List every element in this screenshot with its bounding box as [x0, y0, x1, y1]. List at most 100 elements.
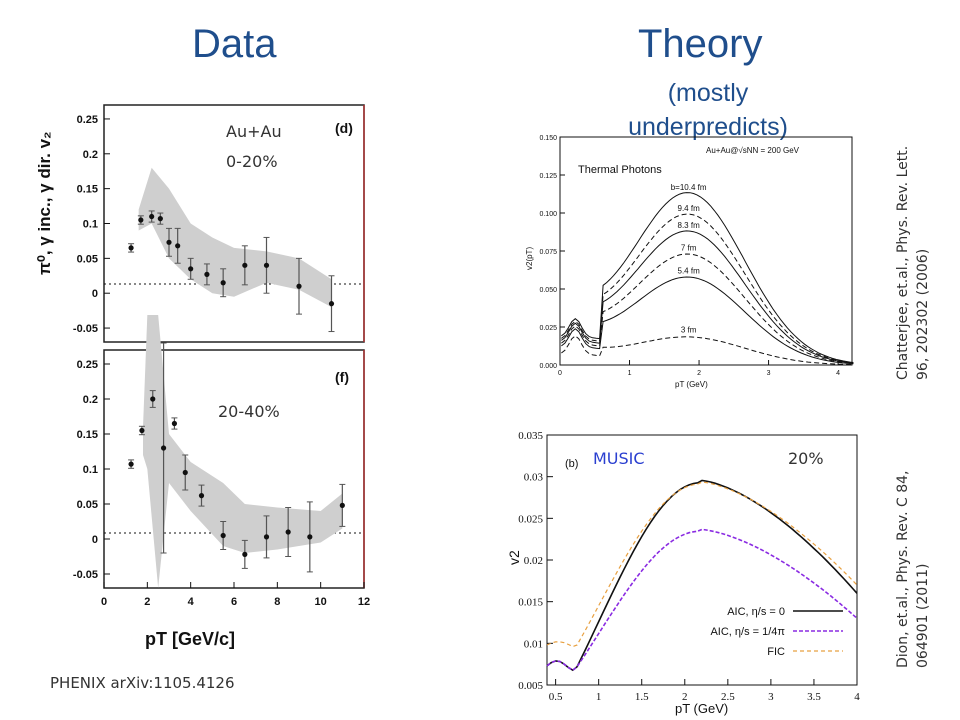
music-chart: 0.005 0.01 0.015 0.02 0.025 0.03 0.035 0.5 1 1.5…	[506, 430, 860, 716]
data-point	[263, 534, 270, 540]
thermal-curve-label: 5.4 fm	[678, 266, 701, 275]
data-point	[263, 262, 270, 268]
thermal-xticks: 0 1 2 3 4	[558, 360, 840, 377]
thermal-curve-label: 9.4 fm	[678, 204, 701, 213]
thermal-curve-label: b=10.4 fm	[671, 183, 707, 192]
music-curve	[546, 479, 858, 672]
xtick-label: 0	[101, 596, 107, 608]
systematic-band	[138, 167, 332, 308]
panel-bottom-yticks: 0.25 0.2 0.15 0.1 0.05 0 -0.05	[73, 359, 110, 581]
ytick-label: 0	[92, 288, 98, 300]
ytick-label: 0.150	[539, 135, 557, 142]
ytick-label: 0.25	[77, 114, 98, 126]
reference-chatterjee-text: Chatterjee, et.al., Phys. Rev. Lett. 96,…	[895, 145, 931, 380]
data-x-axis-label: pT [GeV/c]	[145, 629, 235, 649]
panel-bottom-xticks: 0 2 4 6 8 10 12	[101, 582, 370, 608]
thermal-curve	[561, 335, 854, 366]
thermal-curve	[561, 230, 854, 364]
thermal-yticks: 0.000 0.025 0.050 0.075 0.100 0.125 0.150	[539, 135, 565, 370]
ytick-label: 0.000	[539, 363, 557, 370]
data-point	[128, 461, 134, 467]
data-point	[307, 534, 313, 540]
data-point	[138, 217, 144, 223]
music-yticks: 0.005 0.01 0.015 0.02 0.025 0.03 0.035	[518, 430, 553, 692]
thermal-curve-label: 3 fm	[681, 326, 697, 335]
label-music: MUSIC	[593, 449, 645, 468]
data-panels: π⁰, γ inc., γ dir. v₂ 0.25 0.2 0.15 0.1 0.05…	[35, 104, 370, 649]
music-legend: AIC, η/s = 0 AIC, η/s = 1/4π FIC	[710, 606, 843, 658]
xtick-label: 2.5	[721, 691, 735, 703]
thermal-photons-chart: 0.000 0.025 0.050 0.075 0.100 0.125 0.150 0 1 2 3…	[525, 135, 854, 389]
thermal-xlabel: pT (GeV)	[675, 380, 708, 389]
thermal-curves	[561, 192, 854, 366]
music-ylabel: v2	[506, 550, 522, 565]
thermal-title: Thermal Photons	[578, 164, 662, 176]
data-point	[188, 266, 194, 272]
ytick-label: 0.005	[518, 680, 543, 692]
ytick-label: -0.05	[73, 323, 98, 335]
xtick-label: 2	[697, 370, 701, 377]
title-data: Data	[192, 22, 277, 66]
ytick-label: 0	[92, 534, 98, 546]
music-legend-label: AIC, η/s = 0	[727, 606, 785, 618]
xtick-label: 2	[144, 596, 150, 608]
data-point	[328, 301, 335, 307]
ytick-label: 0.2	[83, 394, 98, 406]
data-point	[139, 427, 145, 434]
data-point	[175, 243, 181, 249]
data-point	[220, 280, 226, 286]
xtick-label: 1	[596, 691, 602, 703]
title-theory: Theory	[638, 22, 763, 66]
xtick-label: 3	[767, 370, 771, 377]
ytick-label: -0.05	[73, 569, 98, 581]
systematic-band-bottom	[143, 315, 343, 588]
data-point	[128, 245, 134, 251]
ytick-label: 0.050	[539, 287, 557, 294]
systematic-band	[143, 315, 343, 588]
thermal-curve	[561, 276, 854, 365]
xtick-label: 0.5	[549, 691, 563, 703]
data-y-axis-label: π⁰, γ inc., γ dir. v₂	[35, 131, 54, 275]
xtick-label: 4	[854, 691, 860, 703]
music-legend-label: AIC, η/s = 1/4π	[710, 626, 785, 638]
source-phenix: PHENIX arXiv:1105.4126	[50, 674, 235, 692]
thermal-curve-labels: b=10.4 fm 9.4 fm 8.3 fm 7 fm 5.4 fm 3 fm	[671, 183, 707, 335]
ytick-label: 0.05	[77, 253, 98, 265]
xtick-label: 1	[628, 370, 632, 377]
systematic-band-top	[138, 167, 332, 308]
data-point	[150, 396, 156, 402]
music-tag: (b)	[565, 458, 578, 470]
ytick-label: 0.125	[539, 173, 557, 180]
data-point	[220, 532, 226, 539]
ytick-label: 0.03	[524, 472, 544, 484]
ytick-label: 0.25	[77, 359, 98, 371]
ytick-label: 0.1	[83, 219, 98, 231]
xtick-label: 12	[358, 596, 370, 608]
ytick-label: 0.15	[77, 184, 98, 196]
music-curves	[546, 479, 858, 672]
ytick-label: 0.05	[77, 499, 98, 511]
reference-dion: Dion, et.al., Phys. Rev. C 84, 064901 (2…	[893, 428, 933, 668]
subtitle-theory: (mostly underpredicts)	[628, 79, 788, 141]
reference-chatterjee: Chatterjee, et.al., Phys. Rev. Lett. 96,…	[893, 120, 933, 380]
panel-tag-f: (f)	[335, 369, 349, 385]
xtick-label: 3	[768, 691, 774, 703]
music-xticks: 0.5 1 1.5 2 2.5 3 3.5 4	[549, 679, 860, 703]
xtick-label: 8	[274, 596, 280, 608]
thermal-curve-label: 8.3 fm	[678, 221, 701, 230]
music-curve	[546, 528, 858, 672]
data-point	[296, 283, 302, 289]
data-point	[171, 420, 178, 427]
xtick-label: 4	[188, 596, 195, 608]
ytick-label: 0.1	[83, 464, 98, 476]
music-curve	[546, 481, 858, 648]
thermal-curve	[561, 253, 854, 364]
data-point	[242, 262, 248, 268]
xtick-label: 10	[315, 596, 327, 608]
music-xlabel: pT (GeV)	[675, 701, 728, 716]
panel-top-yticks: 0.25 0.2 0.15 0.1 0.05 0 -0.05	[73, 114, 110, 335]
data-point	[182, 469, 188, 476]
thermal-annotation: Au+Au@√sNN = 200 GeV	[706, 146, 800, 155]
label-au-au: Au+Au	[226, 122, 282, 141]
data-point	[149, 213, 155, 220]
